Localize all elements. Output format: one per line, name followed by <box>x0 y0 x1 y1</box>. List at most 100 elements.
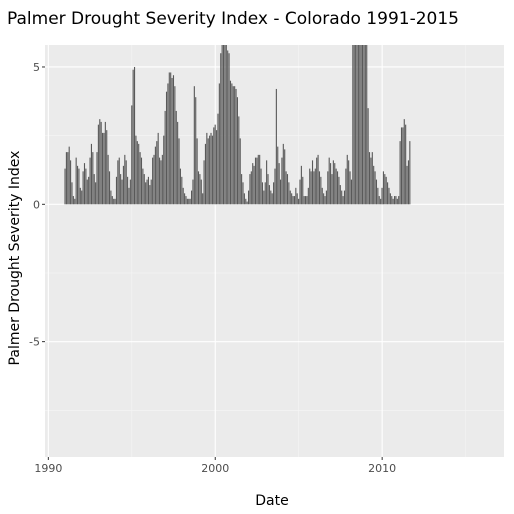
data-bar <box>405 124 407 205</box>
data-bar <box>360 45 362 205</box>
data-bar <box>242 182 244 205</box>
data-bar <box>163 135 165 205</box>
data-bar <box>370 157 372 205</box>
data-bar <box>323 193 325 205</box>
data-bar <box>345 168 347 205</box>
data-bar <box>177 121 179 205</box>
data-bar <box>377 187 379 205</box>
data-bar <box>92 152 94 205</box>
data-bar <box>245 198 247 205</box>
data-bar <box>170 72 172 205</box>
data-bar <box>178 138 180 205</box>
data-bar <box>346 154 348 205</box>
data-bars <box>64 45 411 205</box>
data-bar <box>364 45 366 205</box>
data-bar <box>157 132 159 205</box>
data-bar <box>128 187 130 205</box>
data-bar <box>325 190 327 205</box>
data-bar <box>93 174 95 205</box>
data-bar <box>246 201 248 205</box>
data-bar <box>138 143 140 205</box>
data-bar <box>243 193 245 205</box>
data-bar <box>172 75 175 205</box>
data-bar <box>104 121 106 205</box>
data-bar <box>335 168 337 205</box>
data-bar <box>146 179 148 205</box>
data-bar <box>108 171 111 205</box>
data-bar <box>75 157 77 205</box>
data-bar <box>356 45 358 205</box>
data-bar <box>88 176 90 205</box>
data-bar <box>236 97 238 205</box>
data-bar <box>227 50 229 205</box>
data-bar <box>193 86 195 205</box>
data-bar <box>396 198 398 205</box>
y-tick-label: -5 <box>29 336 40 349</box>
data-bar <box>122 165 124 205</box>
data-bar <box>100 121 102 205</box>
data-bar <box>129 179 131 205</box>
data-bar <box>65 152 67 205</box>
data-bar <box>95 182 97 205</box>
data-bar <box>349 171 351 205</box>
data-bar <box>225 45 227 205</box>
data-bar <box>231 83 233 205</box>
data-bar <box>274 168 276 205</box>
data-bar <box>76 165 79 205</box>
data-bar <box>271 193 273 205</box>
data-bar <box>213 127 215 205</box>
data-bar <box>254 157 257 205</box>
data-bar <box>270 190 272 205</box>
data-bar <box>135 135 137 205</box>
y-axis: 5 0 -5 <box>29 61 45 349</box>
data-bar <box>97 124 99 205</box>
data-bar <box>305 196 307 205</box>
data-bar <box>321 187 323 205</box>
data-bar <box>267 174 269 205</box>
data-bar <box>191 190 193 205</box>
data-bar <box>407 160 409 205</box>
data-bar <box>159 157 161 205</box>
x-tick-label: 2010 <box>368 462 396 475</box>
data-bar <box>114 198 116 205</box>
data-bar <box>72 196 74 205</box>
data-bar <box>161 154 163 205</box>
data-bar <box>279 179 282 205</box>
plot-panel <box>45 45 504 457</box>
data-bar <box>264 182 266 205</box>
data-bar <box>209 135 211 205</box>
x-axis-label: Date <box>255 493 288 509</box>
data-bar <box>384 174 386 205</box>
data-bar <box>168 72 170 205</box>
data-bar <box>216 130 218 205</box>
data-bar <box>111 196 113 205</box>
data-bar <box>302 176 304 205</box>
data-bar <box>317 154 319 205</box>
data-bar <box>285 171 287 205</box>
grid-lines <box>45 45 504 457</box>
data-bar <box>142 168 144 205</box>
data-bar <box>389 193 391 205</box>
data-bar <box>284 149 286 205</box>
data-bar <box>192 179 194 205</box>
data-bar <box>89 157 91 205</box>
data-bar <box>156 141 158 205</box>
data-bar <box>334 163 336 205</box>
data-bar <box>140 157 143 205</box>
data-bar <box>275 88 277 205</box>
data-bar <box>257 154 259 205</box>
data-bar <box>352 45 354 205</box>
data-bar <box>278 163 280 205</box>
data-bar <box>165 91 168 205</box>
data-bar <box>256 157 258 205</box>
data-bar <box>153 154 155 205</box>
data-bar <box>118 157 120 205</box>
data-bar <box>202 193 204 205</box>
y-tick-label: 0 <box>33 198 40 211</box>
data-bar <box>281 157 283 205</box>
data-bar <box>353 45 355 205</box>
data-bar <box>273 182 275 205</box>
data-bar <box>381 187 383 205</box>
data-bar <box>154 146 156 205</box>
data-bar <box>195 97 197 205</box>
